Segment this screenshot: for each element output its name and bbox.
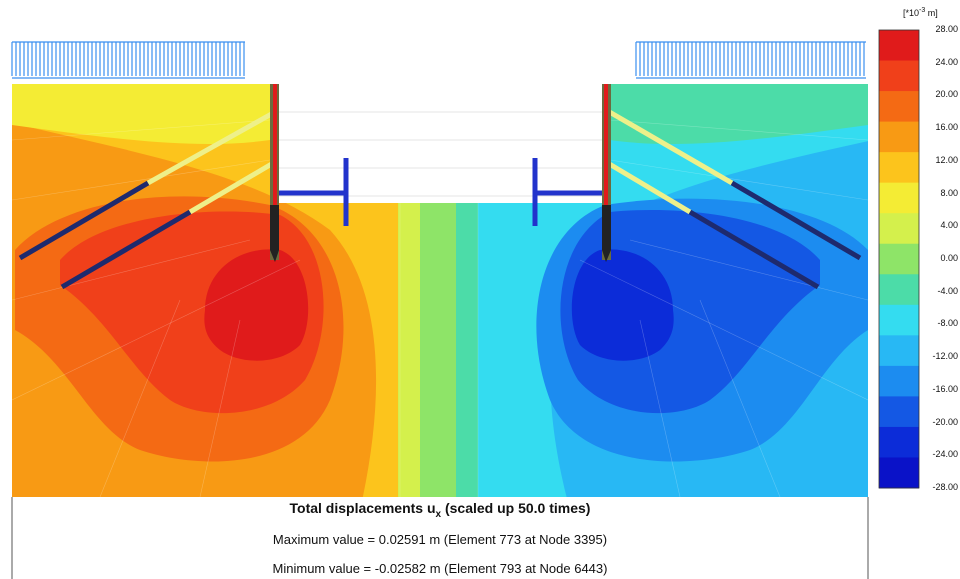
legend-swatch <box>879 274 919 306</box>
contour-band-center-teal <box>456 203 478 497</box>
legend-swatch <box>879 121 919 153</box>
mesh-lines <box>12 119 868 497</box>
legend-tick-label: 16.00 <box>935 122 958 133</box>
legend-swatch <box>879 152 919 184</box>
legend-tick-label: -4.00 <box>937 285 958 296</box>
legend-tick-label: 24.00 <box>935 56 958 67</box>
anchor-left-upper-free <box>146 109 277 186</box>
anchor-left-lower-grout <box>60 209 192 290</box>
legend-tick-label: -8.00 <box>937 318 958 329</box>
legend-border <box>878 29 920 489</box>
legend-colorbar <box>878 29 920 489</box>
legend-tick-label: 4.00 <box>940 220 958 231</box>
anchors-left <box>18 109 277 290</box>
retaining-wall-right <box>602 84 611 262</box>
legend-swatch <box>879 243 919 275</box>
legend-tick-label: 28.00 <box>935 24 958 34</box>
legend-tick-label: -24.00 <box>932 449 958 460</box>
contour-band-right-navy <box>571 249 674 361</box>
legend-tick-label: 8.00 <box>940 187 958 198</box>
surface-load-right <box>635 41 866 79</box>
caption-title: Total displacements ux (scaled up 50.0 t… <box>289 500 591 520</box>
legend-tick-label: -28.00 <box>932 482 958 492</box>
legend-tick-label: -16.00 <box>932 383 958 394</box>
legend-swatch <box>879 91 919 123</box>
legend-swatch <box>879 396 919 428</box>
anchor-right-lower-free <box>604 159 692 215</box>
surface-load-left <box>11 41 245 79</box>
strut-left <box>279 158 349 226</box>
legend-swatch <box>879 335 919 367</box>
legend-tick-label: 0.00 <box>940 253 958 263</box>
excavation-lines <box>278 111 603 197</box>
legend-swatch <box>879 304 919 336</box>
caption-min-value: Minimum value = -0.02582 m (Element 793 … <box>272 561 608 576</box>
legend-swatch <box>879 60 919 92</box>
anchors-right <box>604 107 862 290</box>
legend-swatch <box>879 426 919 458</box>
retaining-wall-left <box>270 84 279 262</box>
legend-tick-label: 20.00 <box>935 89 958 100</box>
caption-max-value: Maximum value = 0.02591 m (Element 773 a… <box>272 532 608 547</box>
legend-unit-label: [*10-3 m] <box>903 7 938 18</box>
anchor-right-lower-grout <box>688 209 820 290</box>
legend-swatch <box>879 213 919 245</box>
legend-swatch <box>879 457 919 489</box>
contour-band-left-top-yellow <box>12 84 270 145</box>
anchor-left-lower-free <box>188 159 277 215</box>
contour-band-left-red <box>204 249 309 361</box>
anchor-right-upper-free <box>604 107 734 186</box>
contour-band-right-top-cyan <box>610 84 868 145</box>
contour-band-center-lightgreen <box>398 203 420 497</box>
anchor-left-upper-grout <box>18 180 150 261</box>
contour-band-center-green <box>420 203 456 497</box>
strut-right <box>532 158 602 226</box>
anchor-right-upper-grout <box>730 180 862 261</box>
legend-tick-label: -12.00 <box>932 351 958 362</box>
legend-tick-label: 12.00 <box>935 154 958 165</box>
legend-swatch <box>879 365 919 397</box>
legend-swatch <box>879 182 919 214</box>
legend-tick-label: -20.00 <box>932 416 958 427</box>
legend-swatch <box>879 30 919 62</box>
